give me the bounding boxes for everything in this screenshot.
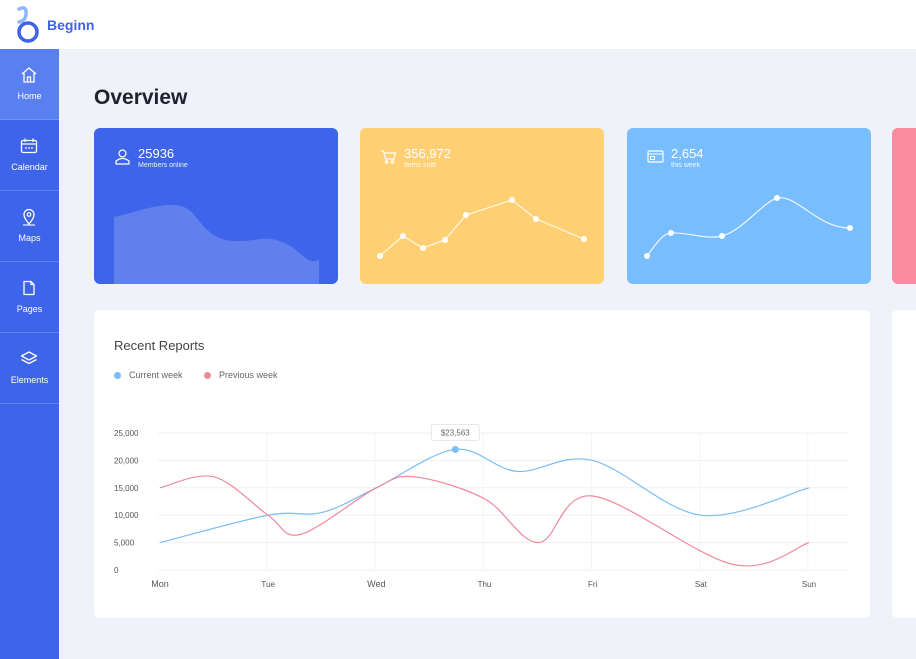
this-week-line-sparkline [644,195,853,259]
sidebar-item-label: Calendar [11,162,48,172]
page-title: Overview [94,86,188,109]
stat-value: 25936 [138,146,175,161]
x-tick-label: Wed [367,579,385,589]
top-bar: Beginn [0,0,916,49]
reports-title: Recent Reports [114,338,205,353]
stat-card-this-week[interactable]: 2,654 this week [627,128,871,284]
sidebar-item-label: Maps [18,233,41,243]
recent-reports-chart[interactable]: 25,000 20,000 15,000 10,000 5,000 0 Mon Tue Wed T… [94,310,870,618]
highlight-point [451,445,459,453]
x-tick-label: Tue [261,580,275,589]
series-line-current-week [159,448,810,544]
spark-point [442,237,448,243]
spark-point [668,230,674,236]
calendar-icon [20,138,38,154]
spark-point [644,253,650,259]
pages-icon [23,280,35,296]
legend-label: Previous week [219,370,278,380]
spark-point [420,245,426,251]
y-tick-label: 20,000 [114,456,139,465]
stat-card-partial[interactable] [892,128,916,284]
members-area-sparkline [114,204,319,284]
y-tick-label: 10,000 [114,511,139,520]
spark-point [533,216,539,222]
x-tick-label: Fri [588,580,598,589]
cart-icon [381,150,397,164]
spark-point [847,225,853,231]
sidebar-item-elements[interactable]: Elements [0,333,59,404]
x-tick-label: Mon [151,579,169,589]
spark-point [581,236,587,242]
stat-value: 2,654 [671,146,704,161]
stat-card-items-sold[interactable]: 356,972 Items sold [360,128,604,284]
home-icon [21,67,37,83]
sidebar: Home Calendar Maps Pages Elements [0,49,59,659]
spark-point [719,233,725,239]
sidebar-item-home[interactable]: Home [0,49,59,120]
tooltip-label: $23,563 [441,428,470,437]
y-tick-label: 0 [114,566,119,575]
legend-previous-week[interactable]: Previous week [204,370,278,380]
stat-card-members[interactable]: 25936 Members online [94,128,338,284]
spark-point [509,197,515,203]
logo-icon[interactable] [15,6,41,44]
spark-point [377,253,383,259]
stat-label: Members online [138,162,188,169]
sidebar-item-label: Elements [10,375,49,385]
user-icon [115,149,130,165]
legend-dot-icon [114,372,121,380]
sidebar-item-maps[interactable]: Maps [0,191,59,262]
recent-reports-panel: Recent Reports Current week Previous wee… [94,310,870,618]
x-tick-label: Sun [802,580,816,589]
stat-label: this week [671,162,701,169]
stat-label: Items sold [404,162,436,169]
spark-point [463,212,469,218]
sidebar-item-label: Home [17,91,42,101]
legend-dot-icon [204,372,211,380]
x-tick-label: Sat [695,580,708,589]
tooltip-box [430,423,480,441]
x-tick-label: Thu [478,580,492,589]
layers-icon [20,351,38,365]
y-tick-label: 15,000 [114,484,139,493]
items-sold-line-sparkline [377,197,587,259]
stat-value: 356,972 [404,146,451,161]
sidebar-item-label: Pages [16,304,43,314]
map-pin-icon [23,208,35,226]
spark-point [774,195,780,201]
y-tick-label: 5,000 [114,539,135,548]
sidebar-item-calendar[interactable]: Calendar [0,120,59,191]
sidebar-item-pages[interactable]: Pages [0,262,59,333]
wallet-icon [647,150,664,163]
series-line-previous-week [159,475,810,567]
legend-label: Current week [129,370,183,380]
legend-current-week[interactable]: Current week [114,370,183,380]
side-panel-partial [892,310,916,618]
y-tick-label: 25,000 [114,429,139,438]
brand-name[interactable]: Beginn [47,17,95,33]
spark-point [400,233,406,239]
